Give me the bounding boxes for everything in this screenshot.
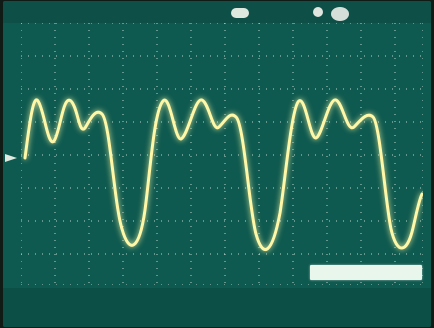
trigger-position-marker	[231, 8, 249, 18]
graticule-grid	[21, 23, 423, 285]
glare-spot	[313, 7, 323, 17]
frequency-readout-box	[310, 265, 422, 280]
channel-marker-icon	[5, 154, 17, 162]
waveform-trace	[23, 98, 423, 251]
bottom-status-bar	[3, 288, 431, 327]
glare-spot	[331, 7, 349, 21]
oscilloscope-screen	[3, 1, 431, 327]
grid-lines	[21, 23, 423, 285]
top-status-bar	[3, 1, 431, 23]
